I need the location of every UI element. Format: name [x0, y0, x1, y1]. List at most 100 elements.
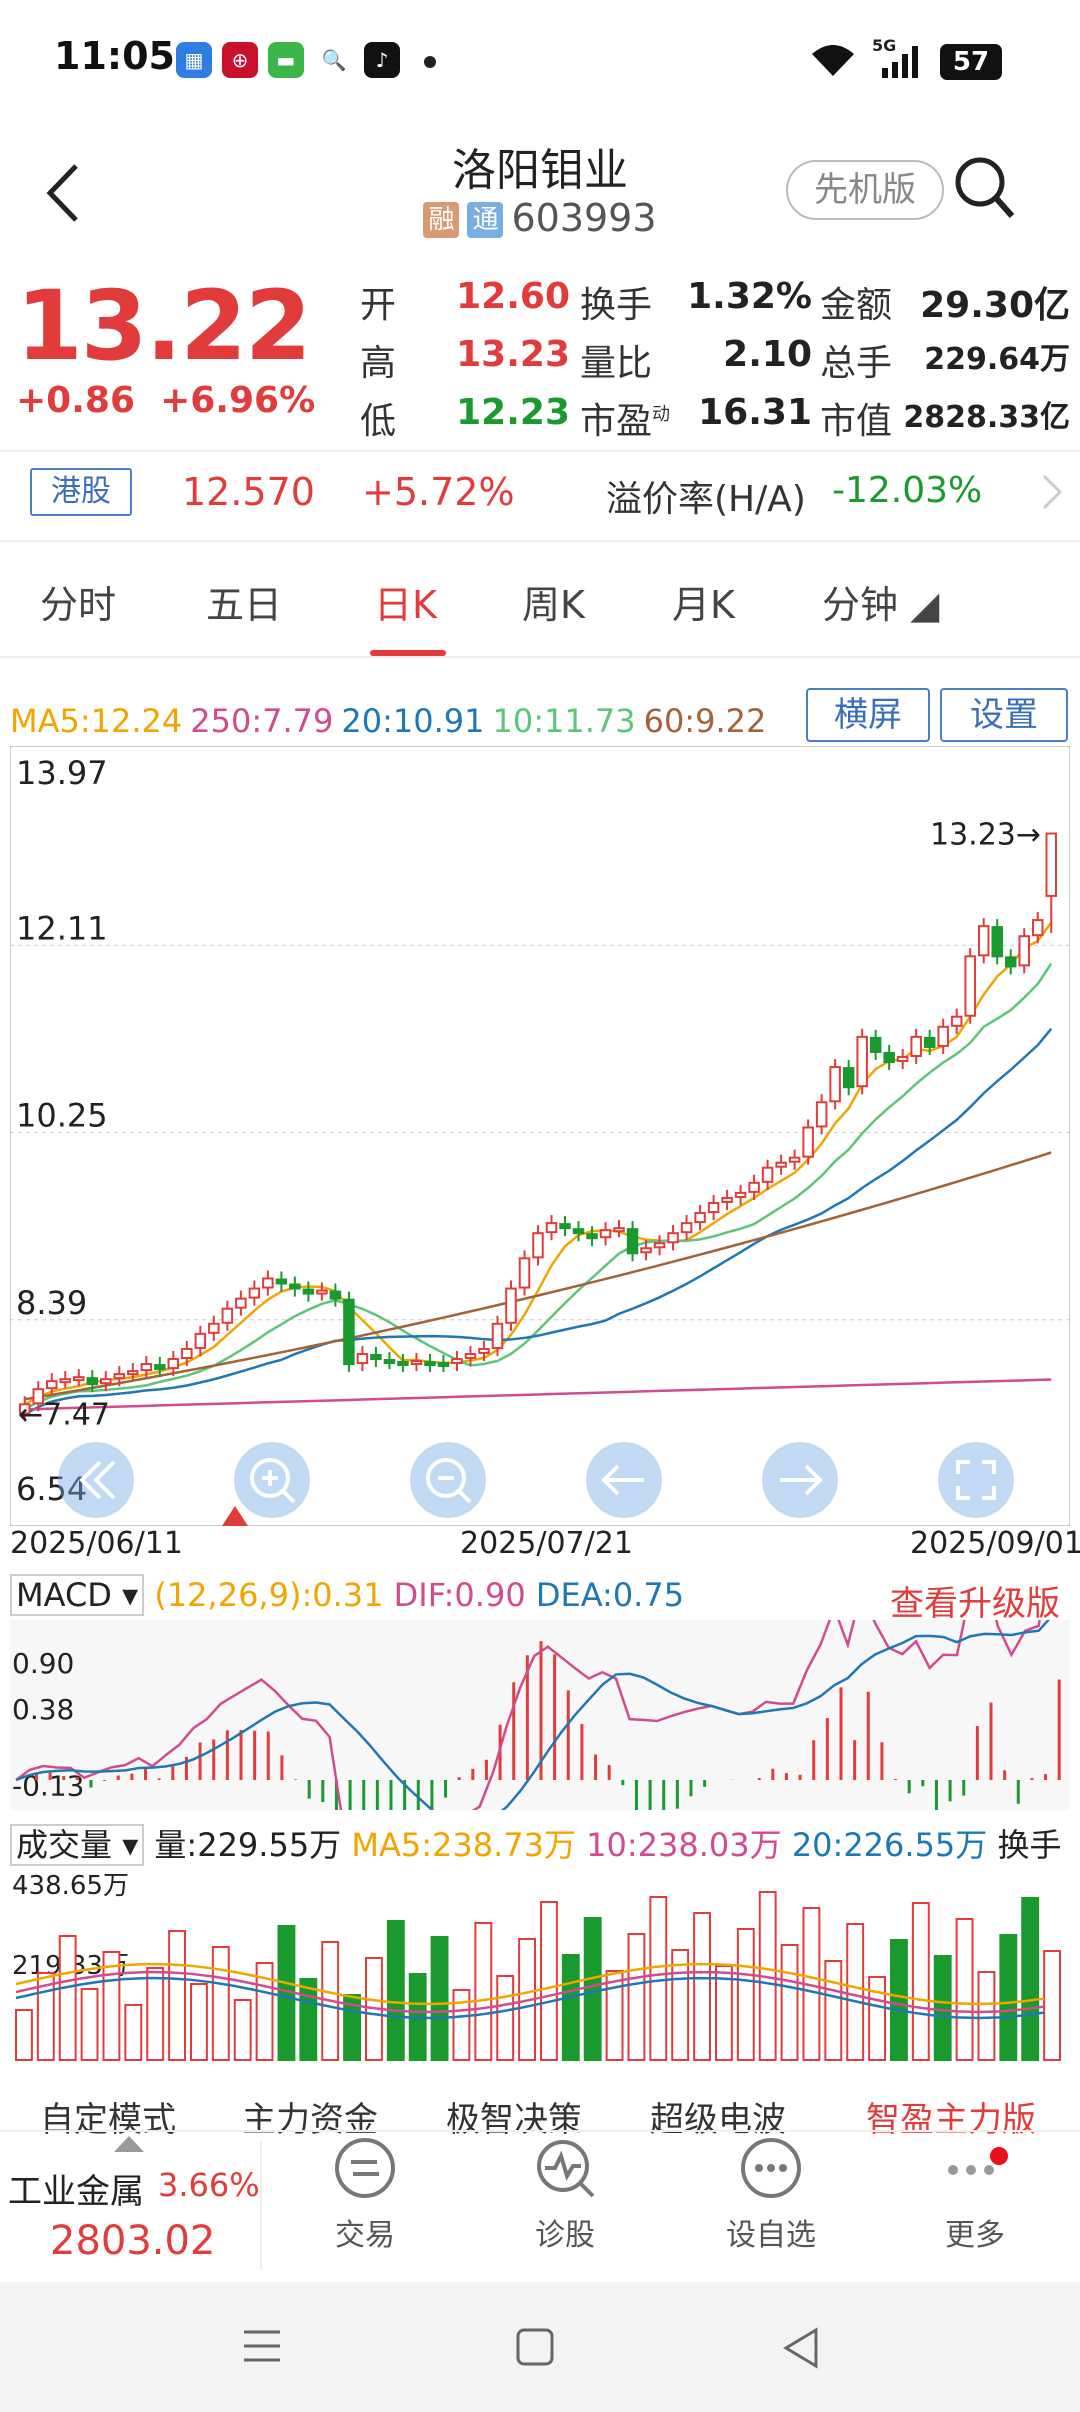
menu-icon[interactable]	[240, 2326, 284, 2366]
zoom-in-button[interactable]	[234, 1442, 310, 1518]
divider	[0, 656, 1080, 658]
chart-frame	[10, 746, 1070, 1526]
tool-0[interactable]: 自定模式	[40, 2100, 176, 2140]
chevron-right-icon[interactable]	[1040, 472, 1064, 512]
tab-5[interactable]: 分钟 ◢	[822, 583, 940, 627]
candle-body	[680, 1222, 693, 1234]
candle-body	[167, 1358, 180, 1370]
system-navigation-bar	[0, 2282, 1080, 2412]
arrow-left-icon	[601, 1464, 644, 1496]
volume-bar	[627, 1933, 646, 2061]
volume-label: 成交量	[16, 1826, 113, 1864]
candle-body	[127, 1370, 139, 1376]
nav-more[interactable]: 更多	[910, 2136, 1040, 2254]
candle-body	[113, 1373, 126, 1380]
tab-0[interactable]: 分时	[40, 583, 117, 627]
volume-selector[interactable]: 成交量 ▾	[10, 1824, 145, 1866]
candle-body	[1045, 832, 1058, 897]
stock-code: 603993	[511, 196, 657, 240]
quote-label: 高	[360, 343, 397, 384]
hk-stock-tag[interactable]: 港股	[30, 468, 132, 516]
tab-3[interactable]: 周K	[522, 583, 585, 627]
chart-settings-button[interactable]: 设置	[940, 688, 1068, 742]
candle-body	[181, 1347, 193, 1360]
search-icon[interactable]	[952, 152, 1018, 224]
ma-line	[24, 1027, 1053, 1416]
y-tick-label: 10.25	[16, 1097, 108, 1135]
tab-2[interactable]: 日K	[374, 583, 437, 627]
tool-2[interactable]: 极智决策	[446, 2100, 582, 2140]
zoom-out-icon	[426, 1458, 472, 1504]
sector-pct: 3.66%	[158, 2166, 260, 2204]
nav-add-watchlist[interactable]: 设自选	[706, 2136, 836, 2254]
zoom-in-icon	[250, 1458, 296, 1504]
volume-bar	[780, 1944, 799, 2061]
tool-4[interactable]: 智盈主力版	[866, 2100, 1036, 2140]
quote-value: 29.30亿	[920, 285, 1070, 326]
macd-params: (12,26,9):0.31	[154, 1576, 384, 1614]
scroll-right-button[interactable]	[762, 1442, 838, 1518]
home-icon[interactable]	[514, 2326, 558, 2370]
sector-index[interactable]: 工业金属 3.66% 2803.02	[0, 2142, 262, 2270]
volume-bar	[190, 1983, 208, 2061]
tab-1[interactable]: 五日	[206, 583, 283, 627]
ma-legend-item: 10:11.73	[492, 702, 636, 740]
back-arrow-icon[interactable]	[40, 158, 90, 228]
quote-label: 金额	[820, 285, 893, 326]
candle-body	[721, 1196, 733, 1203]
volume-bar	[583, 1917, 602, 2061]
candle-body	[86, 1377, 99, 1386]
volume-bar	[1021, 1897, 1040, 2061]
quote-value: 1.32%	[687, 276, 812, 317]
macd-tick: 0.38	[12, 1693, 74, 1726]
ma-line	[24, 921, 1053, 1406]
nav-trade[interactable]: 交易	[300, 2136, 430, 2254]
candle-body	[910, 1035, 922, 1057]
ma-legend-item: MA5:12.24	[10, 702, 183, 740]
nav-diagnose[interactable]: 诊股	[500, 2136, 630, 2254]
macd-selector[interactable]: MACD ▾	[10, 1574, 145, 1616]
volume-bar	[736, 1928, 755, 2061]
candle-body	[464, 1352, 477, 1360]
landscape-button[interactable]: 横屏	[806, 688, 930, 742]
candlestick-chart[interactable]: 13.97 12.11 10.25 8.39 6.54 13.23→ ←7.47	[10, 746, 1070, 1526]
sector-name: 工业金属	[8, 2172, 144, 2212]
tool-1[interactable]: 主力资金	[242, 2100, 378, 2140]
volume-value: 量:229.55万	[154, 1826, 342, 1864]
tab-4[interactable]: 月K	[672, 583, 735, 627]
candle-body	[383, 1359, 396, 1365]
candle-body	[856, 1035, 868, 1088]
volume-bar	[824, 1960, 843, 2061]
event-marker-icon[interactable]	[220, 1504, 250, 1528]
candle-body	[356, 1352, 369, 1365]
quote-value: 2828.33亿	[903, 400, 1070, 435]
ma-line	[24, 1151, 1052, 1401]
candle-body	[559, 1223, 571, 1230]
candle-body	[532, 1232, 544, 1259]
tool-3[interactable]: 超级电波	[650, 2100, 786, 2140]
candle-body	[154, 1364, 166, 1371]
premium-value: -12.03%	[832, 470, 983, 511]
volume-bar	[211, 1946, 230, 2061]
candle-body	[950, 1015, 963, 1027]
upgrade-link[interactable]: 查看升级版	[890, 1584, 1060, 1624]
candle-body	[194, 1332, 207, 1349]
candle-body	[410, 1360, 423, 1366]
candle-body	[343, 1298, 355, 1366]
macd-dif: DIF:0.90	[393, 1576, 526, 1614]
bank-app-icon: ⊕	[222, 42, 258, 78]
sector-value: 2803.02	[50, 2218, 216, 2264]
pilot-version-button[interactable]: 先机版	[786, 160, 944, 220]
candle-body	[815, 1101, 828, 1128]
notification-dot-icon	[424, 56, 436, 68]
candle-body	[761, 1166, 774, 1183]
scroll-left-button[interactable]	[586, 1442, 662, 1518]
volume-bar	[168, 1930, 186, 2061]
fullscreen-button[interactable]	[938, 1442, 1014, 1518]
collapse-arrow-icon[interactable]	[112, 2134, 146, 2154]
candle-body	[302, 1288, 315, 1295]
zoom-out-button[interactable]	[410, 1442, 486, 1518]
quote-label: 市值	[820, 401, 893, 442]
back-icon[interactable]	[780, 2326, 824, 2370]
rewind-button[interactable]	[58, 1442, 134, 1518]
